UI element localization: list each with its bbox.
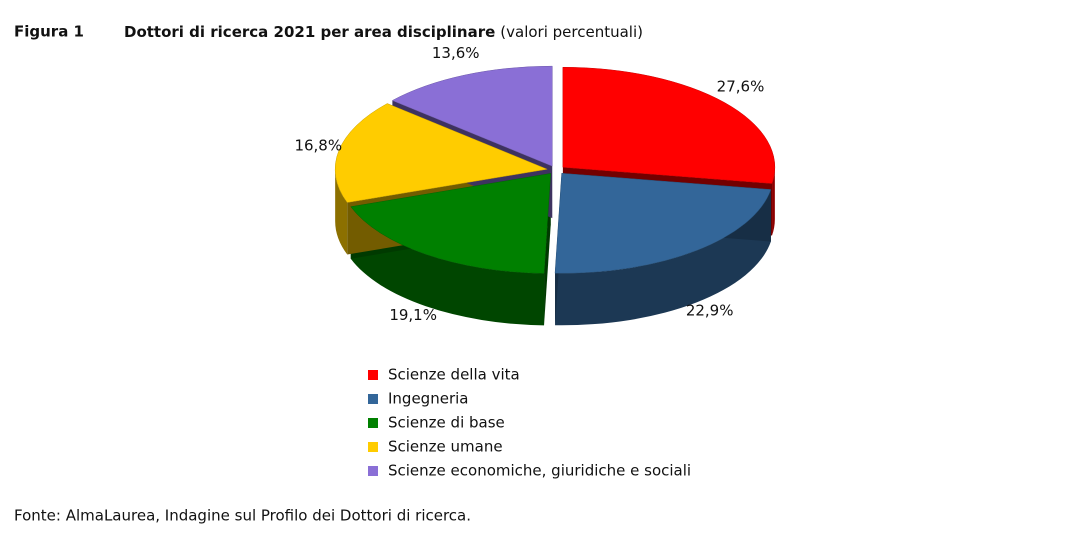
- legend-swatch: [368, 442, 378, 452]
- data-label: 22,9%: [686, 301, 734, 319]
- legend-swatch: [368, 418, 378, 428]
- legend-swatch: [368, 466, 378, 476]
- legend-label: Scienze economiche, giuridiche e sociali: [388, 462, 691, 480]
- slice: [554, 173, 772, 274]
- slice-side: [772, 167, 775, 236]
- legend-label: Scienze di base: [388, 414, 505, 432]
- legend-label: Scienze della vita: [388, 366, 520, 384]
- slice-side: [555, 189, 771, 326]
- legend-swatch: [368, 394, 378, 404]
- figure-label: Figura 1: [14, 23, 84, 41]
- slice-tops: [334, 65, 776, 274]
- legend-label: Ingegneria: [388, 390, 468, 408]
- chart-title-group: Dottori di ricerca 2021 per area discipl…: [124, 23, 643, 41]
- pie: [334, 65, 776, 326]
- data-label: 13,6%: [432, 44, 480, 62]
- slice: [391, 65, 553, 167]
- slice: [562, 67, 776, 184]
- source-note: Fonte: AlmaLaurea, Indagine sul Profilo …: [14, 507, 471, 525]
- slice: [350, 173, 551, 274]
- data-label: 16,8%: [294, 137, 342, 155]
- chart-title: Dottori di ricerca 2021 per area discipl…: [124, 23, 495, 41]
- legend-label: Scienze umane: [388, 438, 503, 456]
- slice-side: [350, 206, 545, 326]
- legend-swatch: [368, 370, 378, 380]
- data-label: 19,1%: [389, 306, 437, 324]
- slice: [334, 103, 549, 203]
- chart-subtitle: (valori percentuali): [500, 23, 643, 41]
- slice-side: [335, 169, 348, 255]
- data-label: 27,6%: [717, 78, 765, 96]
